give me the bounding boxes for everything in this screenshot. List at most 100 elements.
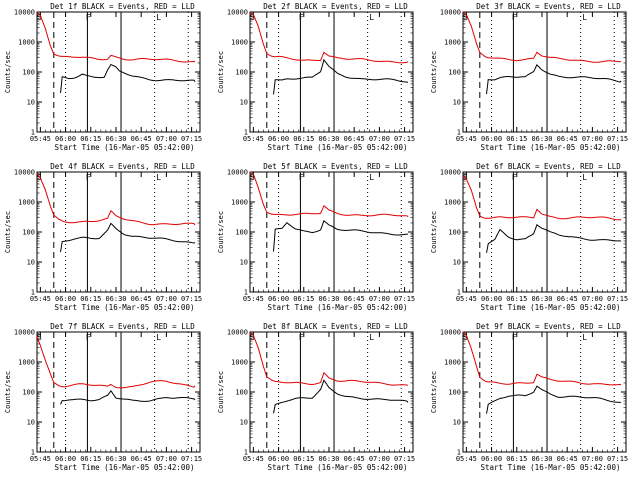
- x-axis-label: Start Time (16-Mar-05 05:42:00): [268, 143, 408, 152]
- x-tick-label: 06:15: [506, 135, 527, 143]
- corner-label: S: [463, 333, 468, 342]
- x-tick-label: 06:45: [557, 455, 578, 463]
- x-tick-label: 06:45: [344, 295, 365, 303]
- black-events-series-line: [273, 379, 409, 414]
- y-tick-label: 1000: [18, 39, 35, 47]
- chart-title: Det 5f BLACK = Events, RED = LLD: [263, 162, 408, 171]
- y-axis-label: Counts/sec: [217, 51, 225, 93]
- y-tick-label: 10: [27, 419, 35, 427]
- chart-svg: Det 5f BLACK = Events, RED = LLD 1 10 100 10…: [217, 162, 415, 312]
- corner-label: F: [512, 173, 517, 182]
- corner-label: L: [369, 13, 374, 22]
- y-tick-label: 1: [457, 289, 461, 297]
- x-tick-label: 06:30: [318, 295, 339, 303]
- corner-label: L: [582, 13, 587, 22]
- y-tick-label: 1: [244, 129, 248, 137]
- y-tick-label: 1000: [444, 199, 461, 207]
- chart-panel: Det 6f BLACK = Events, RED = LLD 1 10 100 10…: [426, 160, 639, 320]
- x-tick-label: 06:30: [105, 295, 126, 303]
- y-tick-label: 1000: [444, 359, 461, 367]
- plot-frame: [462, 331, 627, 453]
- x-tick-label: 06:00: [55, 135, 76, 143]
- chart-svg: Det 8f BLACK = Events, RED = LLD 1 10 100 10…: [217, 322, 415, 472]
- x-tick-label: 05:45: [30, 135, 51, 143]
- y-tick-label: 1000: [231, 199, 248, 207]
- black-events-series-line: [60, 222, 196, 253]
- y-tick-label: 1: [244, 289, 248, 297]
- corner-label: S: [250, 333, 255, 342]
- plot-frame: [462, 171, 627, 293]
- x-axis-label: Start Time (16-Mar-05 05:42:00): [481, 143, 621, 152]
- plot-frame: [249, 171, 414, 293]
- x-tick-label: 05:45: [456, 295, 477, 303]
- chart-title: Det 3f BLACK = Events, RED = LLD: [476, 2, 621, 11]
- x-axis-label: Start Time (16-Mar-05 05:42:00): [268, 463, 408, 472]
- x-tick-label: 06:30: [105, 135, 126, 143]
- x-tick-label: 06:45: [131, 135, 152, 143]
- y-tick-label: 100: [22, 69, 35, 77]
- plot-frame: [36, 331, 201, 453]
- y-tick-label: 100: [448, 229, 461, 237]
- x-tick-label: 06:30: [531, 135, 552, 143]
- corner-label: L: [156, 333, 161, 342]
- x-axis-label: Start Time (16-Mar-05 05:42:00): [55, 303, 195, 312]
- black-events-series-line: [486, 63, 622, 95]
- y-axis-label: Counts/sec: [4, 51, 12, 93]
- x-tick-label: 07:00: [369, 295, 390, 303]
- x-tick-label: 05:45: [243, 135, 264, 143]
- x-tick-label: 06:45: [557, 295, 578, 303]
- x-tick-label: 06:00: [268, 295, 289, 303]
- plot-frame: [249, 11, 414, 133]
- corner-label: S: [250, 13, 255, 22]
- red-lld-series-line: [462, 175, 622, 221]
- y-tick-label: 100: [448, 69, 461, 77]
- chart-svg: Det 6f BLACK = Events, RED = LLD 1 10 100 10…: [430, 162, 628, 312]
- x-tick-label: 06:45: [131, 295, 152, 303]
- x-tick-label: 05:45: [243, 455, 264, 463]
- corner-label: F: [86, 333, 91, 342]
- y-tick-label: 100: [235, 389, 248, 397]
- y-tick-label: 1000: [444, 39, 461, 47]
- x-axis-label: Start Time (16-Mar-05 05:42:00): [481, 463, 621, 472]
- black-events-series-line: [273, 219, 408, 252]
- x-tick-label: 06:15: [293, 135, 314, 143]
- y-tick-label: 10: [27, 99, 35, 107]
- chart-panel: Det 2f BLACK = Events, RED = LLD 1 10 100 10…: [213, 0, 426, 160]
- black-events-series-line: [486, 385, 621, 414]
- x-tick-label: 07:00: [156, 455, 177, 463]
- x-tick-label: 06:00: [55, 295, 76, 303]
- x-tick-label: 07:15: [394, 455, 415, 463]
- plot-frame: [249, 331, 414, 453]
- x-tick-label: 06:00: [55, 455, 76, 463]
- x-axis-label: Start Time (16-Mar-05 05:42:00): [268, 303, 408, 312]
- x-tick-label: 07:00: [369, 135, 390, 143]
- y-tick-label: 10000: [440, 9, 461, 17]
- corner-label: F: [299, 173, 304, 182]
- x-tick-label: 05:45: [30, 455, 51, 463]
- chart-title: Det 8f BLACK = Events, RED = LLD: [263, 322, 408, 331]
- x-tick-label: 05:45: [456, 135, 477, 143]
- y-tick-label: 10: [453, 419, 461, 427]
- x-tick-label: 07:15: [607, 295, 628, 303]
- red-lld-series-line: [462, 331, 622, 386]
- x-tick-label: 06:00: [268, 135, 289, 143]
- x-tick-label: 07:15: [181, 295, 202, 303]
- corner-label: S: [463, 173, 468, 182]
- y-tick-label: 1: [31, 289, 35, 297]
- x-tick-label: 07:00: [582, 135, 603, 143]
- y-axis-label: Counts/sec: [430, 211, 438, 253]
- y-tick-label: 10: [240, 259, 248, 267]
- chart-title: Det 4f BLACK = Events, RED = LLD: [50, 162, 195, 171]
- x-tick-label: 06:00: [481, 295, 502, 303]
- y-tick-label: 100: [235, 229, 248, 237]
- x-tick-label: 07:15: [607, 135, 628, 143]
- y-tick-label: 10000: [14, 9, 35, 17]
- x-tick-label: 07:00: [369, 455, 390, 463]
- y-tick-label: 10000: [14, 169, 35, 177]
- y-tick-label: 10000: [440, 329, 461, 337]
- corner-label: S: [37, 13, 42, 22]
- x-tick-label: 06:45: [344, 135, 365, 143]
- chart-title: Det 1f BLACK = Events, RED = LLD: [50, 2, 195, 11]
- x-tick-label: 07:15: [394, 295, 415, 303]
